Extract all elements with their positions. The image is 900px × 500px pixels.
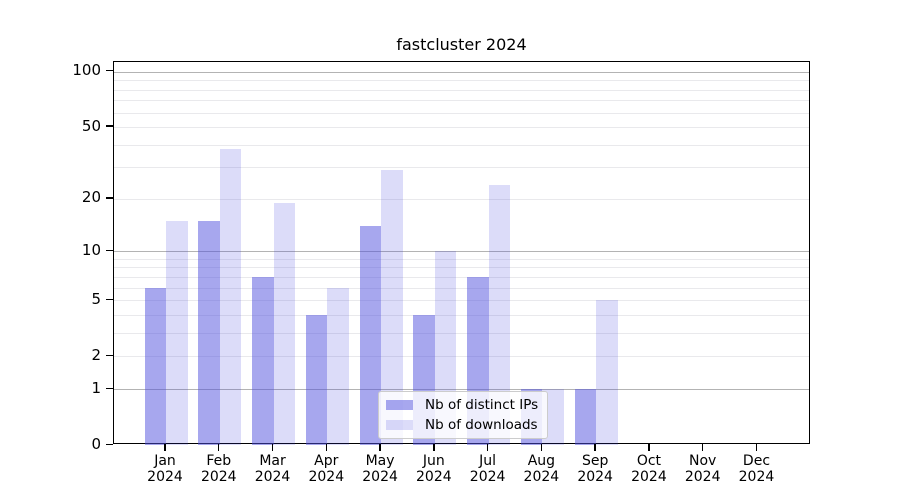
bar-downloads-jan xyxy=(166,220,188,446)
y-tick-mark-50 xyxy=(106,125,113,127)
gridlines-layer xyxy=(114,62,809,443)
chart-title: fastcluster 2024 xyxy=(396,35,527,54)
y-tick-label-1: 1 xyxy=(91,378,101,397)
gridline-y-70 xyxy=(114,100,809,102)
legend-swatch-distinct-ips-icon xyxy=(386,400,413,410)
bar-distinct-ips-feb xyxy=(198,220,220,446)
y-tick-mark-20 xyxy=(106,197,113,199)
x-tick-mark-jan xyxy=(164,444,166,452)
legend-swatch-downloads-icon xyxy=(386,420,413,430)
bar-downloads-may xyxy=(381,170,403,446)
bar-downloads-feb xyxy=(219,148,242,446)
y-tick-label-0: 0 xyxy=(91,434,101,453)
y-tick-label-100: 100 xyxy=(72,61,101,80)
x-tick-label-may: May 2024 xyxy=(362,453,398,486)
y-tick-mark-1 xyxy=(106,387,113,389)
gridline-y-50 xyxy=(114,127,809,129)
gridline-y-6 xyxy=(114,287,809,289)
y-tick-label-2: 2 xyxy=(91,345,101,364)
gridline-y-1 xyxy=(114,389,809,391)
x-tick-mark-nov xyxy=(702,444,704,452)
x-tick-label-mar: Mar 2024 xyxy=(254,453,291,486)
x-tick-label-oct: Oct 2024 xyxy=(631,453,667,486)
y-tick-mark-2 xyxy=(106,354,113,357)
bar-distinct-ips-may xyxy=(359,226,382,446)
bar-distinct-ips-jan xyxy=(144,287,166,446)
gridline-y-10 xyxy=(114,251,809,253)
gridline-y-90 xyxy=(114,80,809,82)
bar-downloads-sep xyxy=(596,300,618,446)
x-tick-mark-dec xyxy=(755,444,758,452)
legend-item-downloads: Nb of downloads xyxy=(386,417,538,433)
x-tick-label-jan: Jan 2024 xyxy=(147,453,183,486)
x-tick-mark-may xyxy=(379,444,381,452)
bar-distinct-ips-apr xyxy=(305,315,328,446)
x-tick-label-jul: Jul 2024 xyxy=(469,453,506,486)
gridline-y-7 xyxy=(114,277,809,278)
x-tick-mark-aug xyxy=(540,444,543,452)
gridline-y-20 xyxy=(114,198,809,200)
x-tick-label-aug: Aug 2024 xyxy=(523,453,560,486)
legend-label-downloads: Nb of downloads xyxy=(425,417,538,433)
y-tick-label-5: 5 xyxy=(91,289,101,308)
y-tick-label-20: 20 xyxy=(81,188,101,207)
x-tick-mark-sep xyxy=(594,444,596,452)
gridline-y-4 xyxy=(114,315,809,317)
gridline-y-100 xyxy=(114,71,809,73)
y-tick-label-10: 10 xyxy=(81,240,101,259)
y-tick-mark-0 xyxy=(106,443,113,445)
legend-label-distinct-ips: Nb of distinct IPs xyxy=(425,397,539,413)
gridline-y-8 xyxy=(114,267,809,269)
x-tick-label-jun: Jun 2024 xyxy=(416,453,452,486)
x-tick-label-nov: Nov 2024 xyxy=(684,453,721,486)
x-tick-mark-jul xyxy=(486,444,489,452)
bar-downloads-apr xyxy=(327,287,349,446)
x-tick-label-feb: Feb 2024 xyxy=(200,453,237,486)
y-tick-mark-100 xyxy=(106,70,113,72)
gridline-y-2 xyxy=(114,356,809,358)
x-tick-mark-apr xyxy=(325,444,327,452)
x-tick-mark-jun xyxy=(433,444,435,452)
x-tick-mark-mar xyxy=(271,444,274,452)
x-tick-label-dec: Dec 2024 xyxy=(738,453,775,486)
y-tick-label-50: 50 xyxy=(81,116,101,135)
gridline-y-40 xyxy=(114,144,809,146)
gridline-y-9 xyxy=(114,258,809,260)
gridline-y-80 xyxy=(114,89,809,91)
y-tick-mark-10 xyxy=(106,249,113,251)
legend-item-distinct-ips: Nb of distinct IPs xyxy=(386,397,538,413)
plot-area xyxy=(113,61,810,446)
gridline-y-60 xyxy=(114,112,809,114)
legend: Nb of distinct IPs Nb of downloads xyxy=(378,391,549,439)
bars-layer xyxy=(114,62,809,446)
x-tick-label-apr: Apr 2024 xyxy=(308,453,345,486)
gridline-y-5 xyxy=(114,300,809,302)
x-tick-label-sep: Sep 2024 xyxy=(577,453,613,486)
bar-distinct-ips-mar xyxy=(252,277,274,446)
bar-downloads-jul xyxy=(488,184,511,446)
bar-downloads-mar xyxy=(273,202,296,446)
x-tick-mark-feb xyxy=(218,444,220,452)
bar-distinct-ips-sep xyxy=(574,389,597,446)
x-tick-mark-oct xyxy=(648,444,650,452)
gridline-y-3 xyxy=(114,333,809,335)
y-tick-mark-5 xyxy=(106,298,113,300)
gridline-y-30 xyxy=(114,167,809,169)
